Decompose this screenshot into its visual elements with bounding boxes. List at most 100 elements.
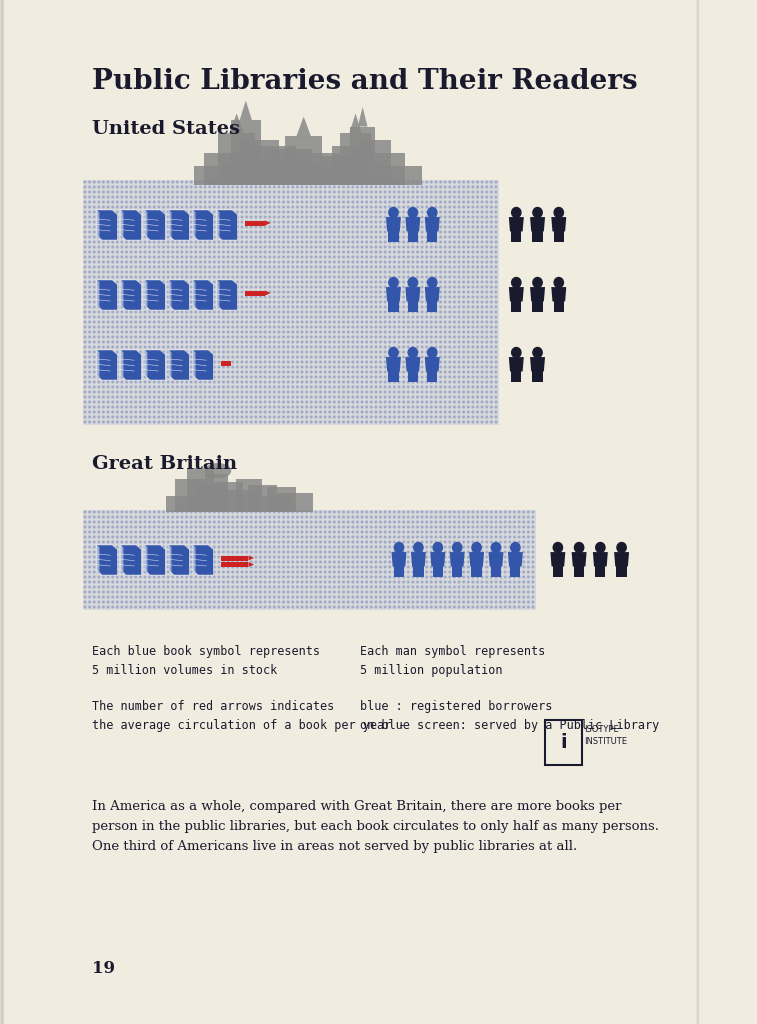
Polygon shape (406, 357, 420, 372)
Circle shape (481, 311, 483, 313)
Circle shape (204, 216, 206, 218)
Circle shape (366, 371, 368, 373)
Circle shape (329, 351, 331, 353)
Circle shape (167, 191, 169, 193)
Circle shape (255, 201, 257, 203)
Circle shape (112, 206, 114, 208)
Circle shape (554, 278, 563, 288)
Circle shape (98, 386, 100, 388)
Circle shape (269, 366, 270, 368)
Circle shape (315, 561, 316, 563)
Circle shape (449, 591, 450, 593)
Circle shape (421, 521, 423, 523)
Circle shape (338, 226, 340, 228)
Circle shape (236, 251, 238, 253)
Circle shape (467, 346, 469, 348)
Circle shape (135, 336, 137, 338)
Circle shape (195, 331, 197, 333)
Circle shape (333, 541, 335, 543)
Circle shape (139, 571, 142, 573)
Circle shape (195, 206, 197, 208)
Circle shape (435, 556, 437, 558)
Circle shape (385, 181, 386, 183)
Circle shape (158, 406, 160, 408)
Circle shape (440, 351, 441, 353)
Circle shape (444, 526, 446, 528)
Circle shape (102, 306, 104, 308)
Circle shape (246, 206, 248, 208)
Circle shape (130, 411, 132, 413)
Circle shape (163, 321, 164, 323)
Circle shape (306, 181, 307, 183)
Circle shape (297, 256, 298, 258)
Circle shape (486, 336, 488, 338)
Circle shape (324, 371, 326, 373)
Circle shape (338, 236, 340, 238)
Circle shape (306, 546, 307, 548)
Circle shape (486, 321, 488, 323)
Circle shape (260, 546, 261, 548)
Circle shape (227, 391, 229, 393)
Circle shape (218, 561, 220, 563)
Polygon shape (394, 301, 399, 311)
Circle shape (264, 416, 266, 418)
Circle shape (154, 401, 155, 403)
Circle shape (421, 246, 423, 248)
Circle shape (246, 386, 248, 388)
Circle shape (421, 411, 423, 413)
Circle shape (347, 296, 349, 298)
Circle shape (130, 241, 132, 243)
Circle shape (190, 246, 192, 248)
Circle shape (431, 591, 432, 593)
Circle shape (167, 306, 169, 308)
Circle shape (130, 326, 132, 328)
Circle shape (260, 516, 261, 518)
Circle shape (477, 571, 478, 573)
Circle shape (218, 586, 220, 588)
Circle shape (491, 561, 492, 563)
Circle shape (107, 266, 109, 268)
Circle shape (463, 376, 465, 378)
Circle shape (287, 201, 289, 203)
Circle shape (435, 281, 437, 283)
Circle shape (347, 276, 349, 278)
Circle shape (370, 396, 372, 398)
Circle shape (204, 596, 206, 598)
Circle shape (435, 356, 437, 358)
Circle shape (93, 401, 95, 403)
Circle shape (504, 541, 506, 543)
Circle shape (352, 266, 354, 268)
Circle shape (287, 526, 289, 528)
Circle shape (200, 291, 201, 293)
Circle shape (93, 566, 95, 568)
Circle shape (121, 216, 123, 218)
Circle shape (347, 266, 349, 268)
Circle shape (431, 551, 432, 553)
Circle shape (255, 401, 257, 403)
Circle shape (310, 386, 312, 388)
Circle shape (481, 331, 483, 333)
Circle shape (251, 296, 252, 298)
Circle shape (107, 216, 109, 218)
Circle shape (190, 356, 192, 358)
Circle shape (403, 591, 404, 593)
Circle shape (444, 336, 446, 338)
Polygon shape (217, 210, 238, 240)
Circle shape (181, 331, 183, 333)
Circle shape (440, 391, 441, 393)
Circle shape (282, 566, 285, 568)
Circle shape (477, 221, 478, 223)
Circle shape (435, 411, 437, 413)
Circle shape (440, 536, 441, 538)
Circle shape (223, 536, 224, 538)
Circle shape (375, 331, 377, 333)
Circle shape (352, 531, 354, 534)
Circle shape (453, 316, 456, 318)
Circle shape (200, 406, 201, 408)
Circle shape (232, 556, 234, 558)
Circle shape (195, 531, 197, 534)
Circle shape (357, 541, 358, 543)
Circle shape (181, 571, 183, 573)
Circle shape (292, 221, 294, 223)
Circle shape (421, 191, 423, 193)
